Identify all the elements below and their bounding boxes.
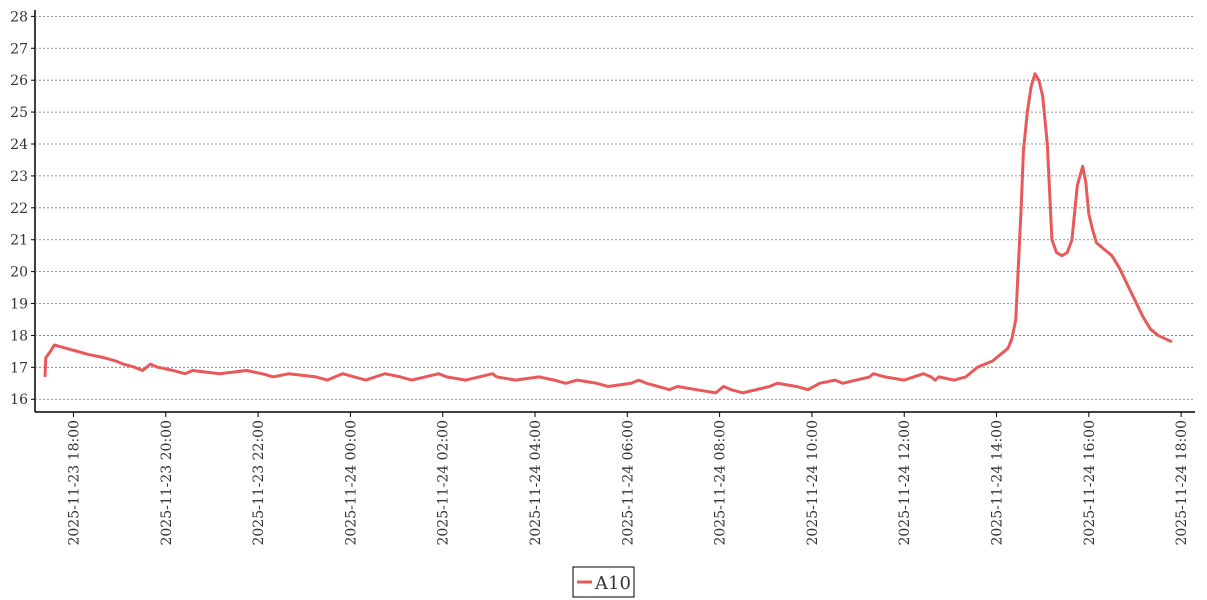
y-tick-label: 17 xyxy=(10,360,28,376)
y-tick-label: 26 xyxy=(10,73,28,89)
y-tick-label: 28 xyxy=(10,9,28,25)
y-tick-label: 27 xyxy=(10,41,28,57)
y-tick-label: 25 xyxy=(10,105,28,121)
x-tick-label: 2025-11-24 06:00 xyxy=(620,420,636,546)
x-tick-label: 2025-11-24 04:00 xyxy=(528,420,544,546)
x-tick-label: 2025-11-23 20:00 xyxy=(159,420,175,546)
x-tick-label: 2025-11-24 16:00 xyxy=(1082,420,1098,546)
x-tick-label: 2025-11-24 14:00 xyxy=(990,420,1006,546)
x-tick-label: 2025-11-24 02:00 xyxy=(436,420,452,546)
x-tick-label: 2025-11-24 18:00 xyxy=(1174,420,1190,546)
y-tick-label: 22 xyxy=(10,201,28,217)
y-tick-label: 20 xyxy=(10,265,28,281)
y-tick-label: 23 xyxy=(10,169,28,185)
y-tick-label: 19 xyxy=(10,297,28,313)
y-tick-label: 18 xyxy=(10,328,28,344)
y-tick-label: 21 xyxy=(10,233,28,249)
y-tick-label: 24 xyxy=(10,137,28,153)
x-tick-label: 2025-11-23 18:00 xyxy=(66,420,82,546)
x-tick-label: 2025-11-24 10:00 xyxy=(805,420,821,546)
data-line xyxy=(43,72,1173,395)
y-tick-label: 16 xyxy=(10,392,28,408)
legend-label: A10 xyxy=(594,573,631,594)
x-tick-label: 2025-11-24 08:00 xyxy=(713,420,729,546)
x-tick-label: 2025-11-24 12:00 xyxy=(897,420,913,546)
x-tick-label: 2025-11-24 00:00 xyxy=(343,420,359,546)
x-tick-label: 2025-11-23 22:00 xyxy=(251,420,267,546)
